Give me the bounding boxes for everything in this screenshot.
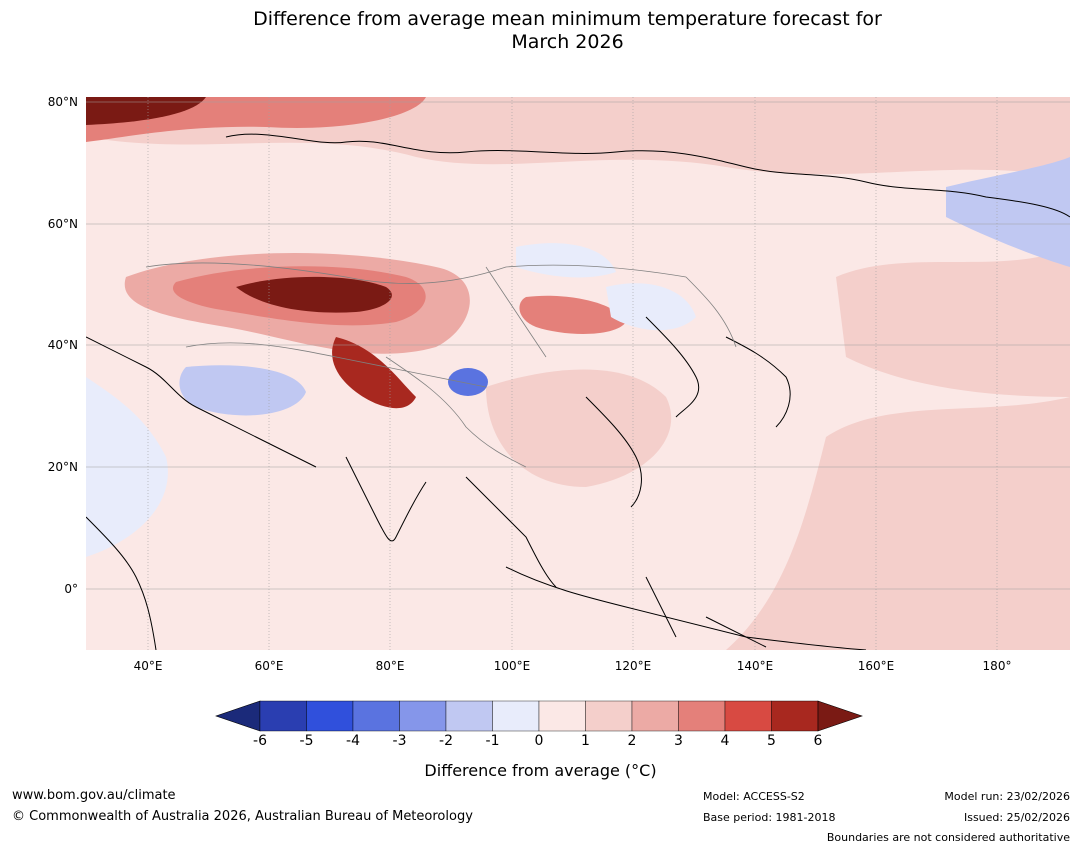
colorbar-tick-label: -1 xyxy=(485,733,500,749)
lon-label-160e: 160°E xyxy=(857,659,895,673)
lon-label-140e: 140°E xyxy=(736,659,774,673)
colorbar-tick-label: 2 xyxy=(627,733,637,749)
colorbar-tick-label: -2 xyxy=(439,733,453,749)
colorbar-tick-label: -6 xyxy=(253,733,267,749)
colorbar-cell xyxy=(352,700,400,732)
lat-label-60n: 60°N xyxy=(47,217,78,231)
lat-label-40n: 40°N xyxy=(47,338,78,352)
colorbar-extend-low xyxy=(215,700,261,732)
map-canvas xyxy=(86,97,1070,650)
anomaly-region-manchuria xyxy=(606,283,696,331)
anomaly-region-northwest-pacific xyxy=(836,247,1070,397)
footer-issued: Issued: 25/02/2026 xyxy=(963,811,1070,824)
colorbar-extend-high xyxy=(817,700,863,732)
colorbar-tick-label: 5 xyxy=(767,733,776,749)
colorbar-tick-label: -5 xyxy=(299,733,314,749)
anomaly-region-mongolia xyxy=(519,295,626,334)
colorbar-cell xyxy=(306,700,354,732)
colorbar-tick-label: 0 xyxy=(534,733,544,749)
anomaly-region-core-warm xyxy=(236,276,392,313)
title-line-2: March 2026 xyxy=(511,31,624,53)
colorbar-cell xyxy=(585,700,633,732)
colorbar-label-prefix: Difference from average ( xyxy=(424,761,632,780)
lat-label-20n: 20°N xyxy=(47,460,78,474)
anomaly-region-northeast xyxy=(726,97,946,121)
colorbar-tick-label: -4 xyxy=(346,733,360,749)
colorbar-cell xyxy=(399,700,447,732)
colorbar-cell xyxy=(771,700,819,732)
anomaly-region-arctic-core xyxy=(86,97,206,125)
colorbar-cell xyxy=(259,700,307,732)
colorbar-tick-label: 3 xyxy=(674,733,683,749)
anomaly-region-siberia-cool xyxy=(516,243,616,278)
anomaly-region-himalaya xyxy=(332,337,416,409)
anomaly-region-tibet-cool xyxy=(448,368,488,396)
colorbar-cell xyxy=(445,700,493,732)
footer-website: www.bom.gov.au/climate xyxy=(12,788,176,803)
lon-label-180: 180° xyxy=(982,659,1012,673)
colorbar-cell xyxy=(678,700,726,732)
lat-label-80n: 80°N xyxy=(47,95,78,109)
colorbar xyxy=(215,700,863,732)
colorbar-tick-label: 4 xyxy=(720,733,730,749)
colorbar-tick-label: -3 xyxy=(392,733,407,749)
footer-boundaries-note: Boundaries are not considered authoritat… xyxy=(826,831,1070,844)
lat-label-0: 0° xyxy=(64,582,78,596)
anomaly-region-pacific xyxy=(726,397,1070,650)
lon-label-60e: 60°E xyxy=(254,659,284,673)
colorbar-cell xyxy=(538,700,586,732)
anomaly-region-kamchatka xyxy=(946,157,1070,267)
colorbar-label-unit: °C xyxy=(631,761,651,780)
colorbar-label: Difference from average (°C) xyxy=(0,761,1081,780)
colorbar-tick-label: 6 xyxy=(813,733,823,749)
chart-title: Difference from average mean minimum tem… xyxy=(0,8,1081,54)
footer-copyright: © Commonwealth of Australia 2026, Austra… xyxy=(12,809,473,824)
lon-label-100e: 100°E xyxy=(493,659,531,673)
title-line-1: Difference from average mean minimum tem… xyxy=(253,8,882,30)
footer-base-period: Base period: 1981-2018 xyxy=(703,811,836,824)
colorbar-tick-label: 1 xyxy=(581,733,590,749)
lon-label-40e: 40°E xyxy=(133,659,163,673)
lon-label-120e: 120°E xyxy=(614,659,652,673)
footer-model: Model: ACCESS-S2 xyxy=(703,790,805,803)
graticule xyxy=(86,97,1070,650)
colorbar-cell xyxy=(492,700,540,732)
footer-model-run: Model run: 23/02/2026 xyxy=(944,790,1070,803)
anomaly-region-china xyxy=(486,369,672,487)
anomaly-region-iran xyxy=(179,365,306,416)
colorbar-cell xyxy=(724,700,772,732)
coastlines xyxy=(86,133,1070,650)
colorbar-cell xyxy=(631,700,679,732)
forecast-map xyxy=(86,97,1070,650)
lon-label-80e: 80°E xyxy=(375,659,405,673)
colorbar-label-suffix: ) xyxy=(650,761,657,780)
country-borders xyxy=(145,262,737,468)
